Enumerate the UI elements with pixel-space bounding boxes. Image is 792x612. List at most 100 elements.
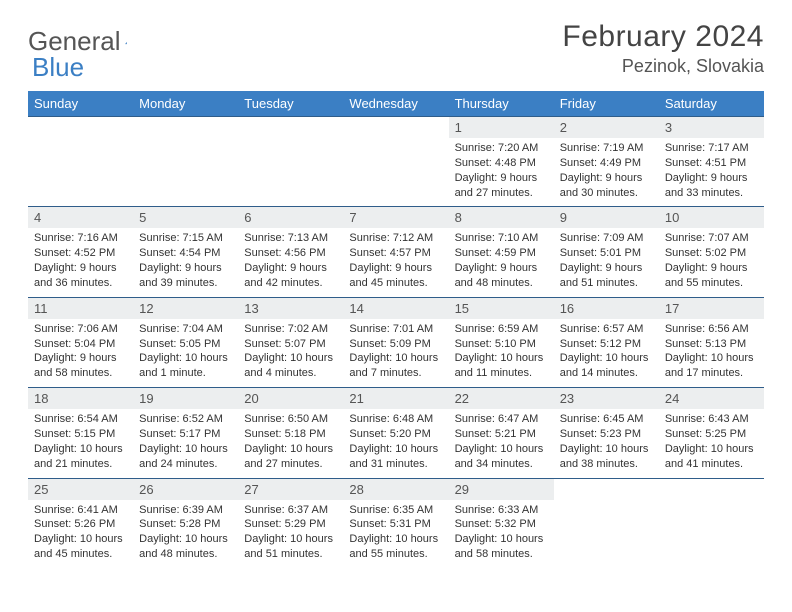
sunrise-line: Sunrise: 7:10 AM	[455, 231, 548, 246]
day-cell: 13Sunrise: 7:02 AMSunset: 5:07 PMDayligh…	[238, 297, 343, 387]
sunrise-line: Sunrise: 7:15 AM	[139, 231, 232, 246]
day-cell: 27Sunrise: 6:37 AMSunset: 5:29 PMDayligh…	[238, 478, 343, 568]
daylight-line: Daylight: 10 hours and 4 minutes.	[244, 351, 337, 381]
day-number: 5	[133, 207, 238, 228]
day-number: 13	[238, 298, 343, 319]
day-cell: 8Sunrise: 7:10 AMSunset: 4:59 PMDaylight…	[449, 207, 554, 297]
day-cell: 17Sunrise: 6:56 AMSunset: 5:13 PMDayligh…	[659, 297, 764, 387]
daylight-line: Daylight: 9 hours and 58 minutes.	[34, 351, 127, 381]
day-number: 25	[28, 479, 133, 500]
daylight-line: Daylight: 10 hours and 38 minutes.	[560, 442, 653, 472]
day-number: 23	[554, 388, 659, 409]
day-details: Sunrise: 6:37 AMSunset: 5:29 PMDaylight:…	[238, 500, 343, 568]
daylight-line: Daylight: 9 hours and 42 minutes.	[244, 261, 337, 291]
day-number: 15	[449, 298, 554, 319]
day-cell: 19Sunrise: 6:52 AMSunset: 5:17 PMDayligh…	[133, 388, 238, 478]
day-details: Sunrise: 7:04 AMSunset: 5:05 PMDaylight:…	[133, 319, 238, 387]
sunrise-line: Sunrise: 6:50 AM	[244, 412, 337, 427]
calendar-row: 25Sunrise: 6:41 AMSunset: 5:26 PMDayligh…	[28, 478, 764, 568]
empty-cell	[133, 117, 238, 207]
daylight-line: Daylight: 10 hours and 11 minutes.	[455, 351, 548, 381]
empty-cell	[554, 478, 659, 568]
daylight-line: Daylight: 10 hours and 55 minutes.	[349, 532, 442, 562]
day-details: Sunrise: 7:12 AMSunset: 4:57 PMDaylight:…	[343, 228, 448, 296]
day-details: Sunrise: 6:50 AMSunset: 5:18 PMDaylight:…	[238, 409, 343, 477]
sunset-line: Sunset: 4:56 PM	[244, 246, 337, 261]
daylight-line: Daylight: 9 hours and 30 minutes.	[560, 171, 653, 201]
day-number: 16	[554, 298, 659, 319]
sunrise-line: Sunrise: 6:47 AM	[455, 412, 548, 427]
sunset-line: Sunset: 4:59 PM	[455, 246, 548, 261]
empty-cell	[28, 117, 133, 207]
sunset-line: Sunset: 5:28 PM	[139, 517, 232, 532]
sunset-line: Sunset: 4:48 PM	[455, 156, 548, 171]
empty-cell	[238, 117, 343, 207]
sunset-line: Sunset: 5:12 PM	[560, 337, 653, 352]
day-number: 27	[238, 479, 343, 500]
daylight-line: Daylight: 10 hours and 7 minutes.	[349, 351, 442, 381]
day-cell: 11Sunrise: 7:06 AMSunset: 5:04 PMDayligh…	[28, 297, 133, 387]
day-cell: 25Sunrise: 6:41 AMSunset: 5:26 PMDayligh…	[28, 478, 133, 568]
day-details: Sunrise: 7:16 AMSunset: 4:52 PMDaylight:…	[28, 228, 133, 296]
day-number: 28	[343, 479, 448, 500]
sunrise-line: Sunrise: 7:06 AM	[34, 322, 127, 337]
daylight-line: Daylight: 10 hours and 41 minutes.	[665, 442, 758, 472]
sunrise-line: Sunrise: 6:41 AM	[34, 503, 127, 518]
month-title: February 2024	[562, 20, 764, 54]
day-details: Sunrise: 6:45 AMSunset: 5:23 PMDaylight:…	[554, 409, 659, 477]
daylight-line: Daylight: 9 hours and 48 minutes.	[455, 261, 548, 291]
day-details: Sunrise: 6:39 AMSunset: 5:28 PMDaylight:…	[133, 500, 238, 568]
sunrise-line: Sunrise: 6:56 AM	[665, 322, 758, 337]
day-cell: 23Sunrise: 6:45 AMSunset: 5:23 PMDayligh…	[554, 388, 659, 478]
day-cell: 22Sunrise: 6:47 AMSunset: 5:21 PMDayligh…	[449, 388, 554, 478]
day-details: Sunrise: 6:56 AMSunset: 5:13 PMDaylight:…	[659, 319, 764, 387]
day-number: 1	[449, 117, 554, 138]
sunset-line: Sunset: 5:21 PM	[455, 427, 548, 442]
sunset-line: Sunset: 5:20 PM	[349, 427, 442, 442]
sunrise-line: Sunrise: 6:33 AM	[455, 503, 548, 518]
day-details: Sunrise: 6:41 AMSunset: 5:26 PMDaylight:…	[28, 500, 133, 568]
sunrise-line: Sunrise: 7:19 AM	[560, 141, 653, 156]
day-number: 10	[659, 207, 764, 228]
title-block: February 2024 Pezinok, Slovakia	[562, 20, 764, 77]
sunrise-line: Sunrise: 7:04 AM	[139, 322, 232, 337]
day-details: Sunrise: 6:54 AMSunset: 5:15 PMDaylight:…	[28, 409, 133, 477]
day-number: 3	[659, 117, 764, 138]
sunset-line: Sunset: 5:26 PM	[34, 517, 127, 532]
sunset-line: Sunset: 5:01 PM	[560, 246, 653, 261]
sunset-line: Sunset: 5:15 PM	[34, 427, 127, 442]
sunset-line: Sunset: 5:09 PM	[349, 337, 442, 352]
day-cell: 1Sunrise: 7:20 AMSunset: 4:48 PMDaylight…	[449, 117, 554, 207]
sunset-line: Sunset: 5:10 PM	[455, 337, 548, 352]
brand-word2: Blue	[32, 52, 84, 83]
day-number: 17	[659, 298, 764, 319]
calendar-row: 1Sunrise: 7:20 AMSunset: 4:48 PMDaylight…	[28, 117, 764, 207]
day-details: Sunrise: 6:33 AMSunset: 5:32 PMDaylight:…	[449, 500, 554, 568]
day-details: Sunrise: 7:06 AMSunset: 5:04 PMDaylight:…	[28, 319, 133, 387]
day-cell: 5Sunrise: 7:15 AMSunset: 4:54 PMDaylight…	[133, 207, 238, 297]
sunrise-line: Sunrise: 7:12 AM	[349, 231, 442, 246]
daylight-line: Daylight: 10 hours and 27 minutes.	[244, 442, 337, 472]
day-number: 6	[238, 207, 343, 228]
sunrise-line: Sunrise: 6:57 AM	[560, 322, 653, 337]
day-cell: 4Sunrise: 7:16 AMSunset: 4:52 PMDaylight…	[28, 207, 133, 297]
sunset-line: Sunset: 5:07 PM	[244, 337, 337, 352]
day-details: Sunrise: 7:19 AMSunset: 4:49 PMDaylight:…	[554, 138, 659, 206]
day-details: Sunrise: 7:01 AMSunset: 5:09 PMDaylight:…	[343, 319, 448, 387]
sunrise-line: Sunrise: 7:17 AM	[665, 141, 758, 156]
sunrise-line: Sunrise: 6:48 AM	[349, 412, 442, 427]
day-details: Sunrise: 6:48 AMSunset: 5:20 PMDaylight:…	[343, 409, 448, 477]
sunset-line: Sunset: 4:54 PM	[139, 246, 232, 261]
header: General February 2024 Pezinok, Slovakia	[28, 20, 764, 77]
sunset-line: Sunset: 4:52 PM	[34, 246, 127, 261]
sunrise-line: Sunrise: 6:52 AM	[139, 412, 232, 427]
weekday-header: Tuesday	[238, 91, 343, 117]
calendar-body: 1Sunrise: 7:20 AMSunset: 4:48 PMDaylight…	[28, 117, 764, 568]
day-number: 7	[343, 207, 448, 228]
day-details: Sunrise: 6:52 AMSunset: 5:17 PMDaylight:…	[133, 409, 238, 477]
day-cell: 6Sunrise: 7:13 AMSunset: 4:56 PMDaylight…	[238, 207, 343, 297]
weekday-header: Wednesday	[343, 91, 448, 117]
weekday-header: Friday	[554, 91, 659, 117]
daylight-line: Daylight: 10 hours and 51 minutes.	[244, 532, 337, 562]
sunrise-line: Sunrise: 7:16 AM	[34, 231, 127, 246]
